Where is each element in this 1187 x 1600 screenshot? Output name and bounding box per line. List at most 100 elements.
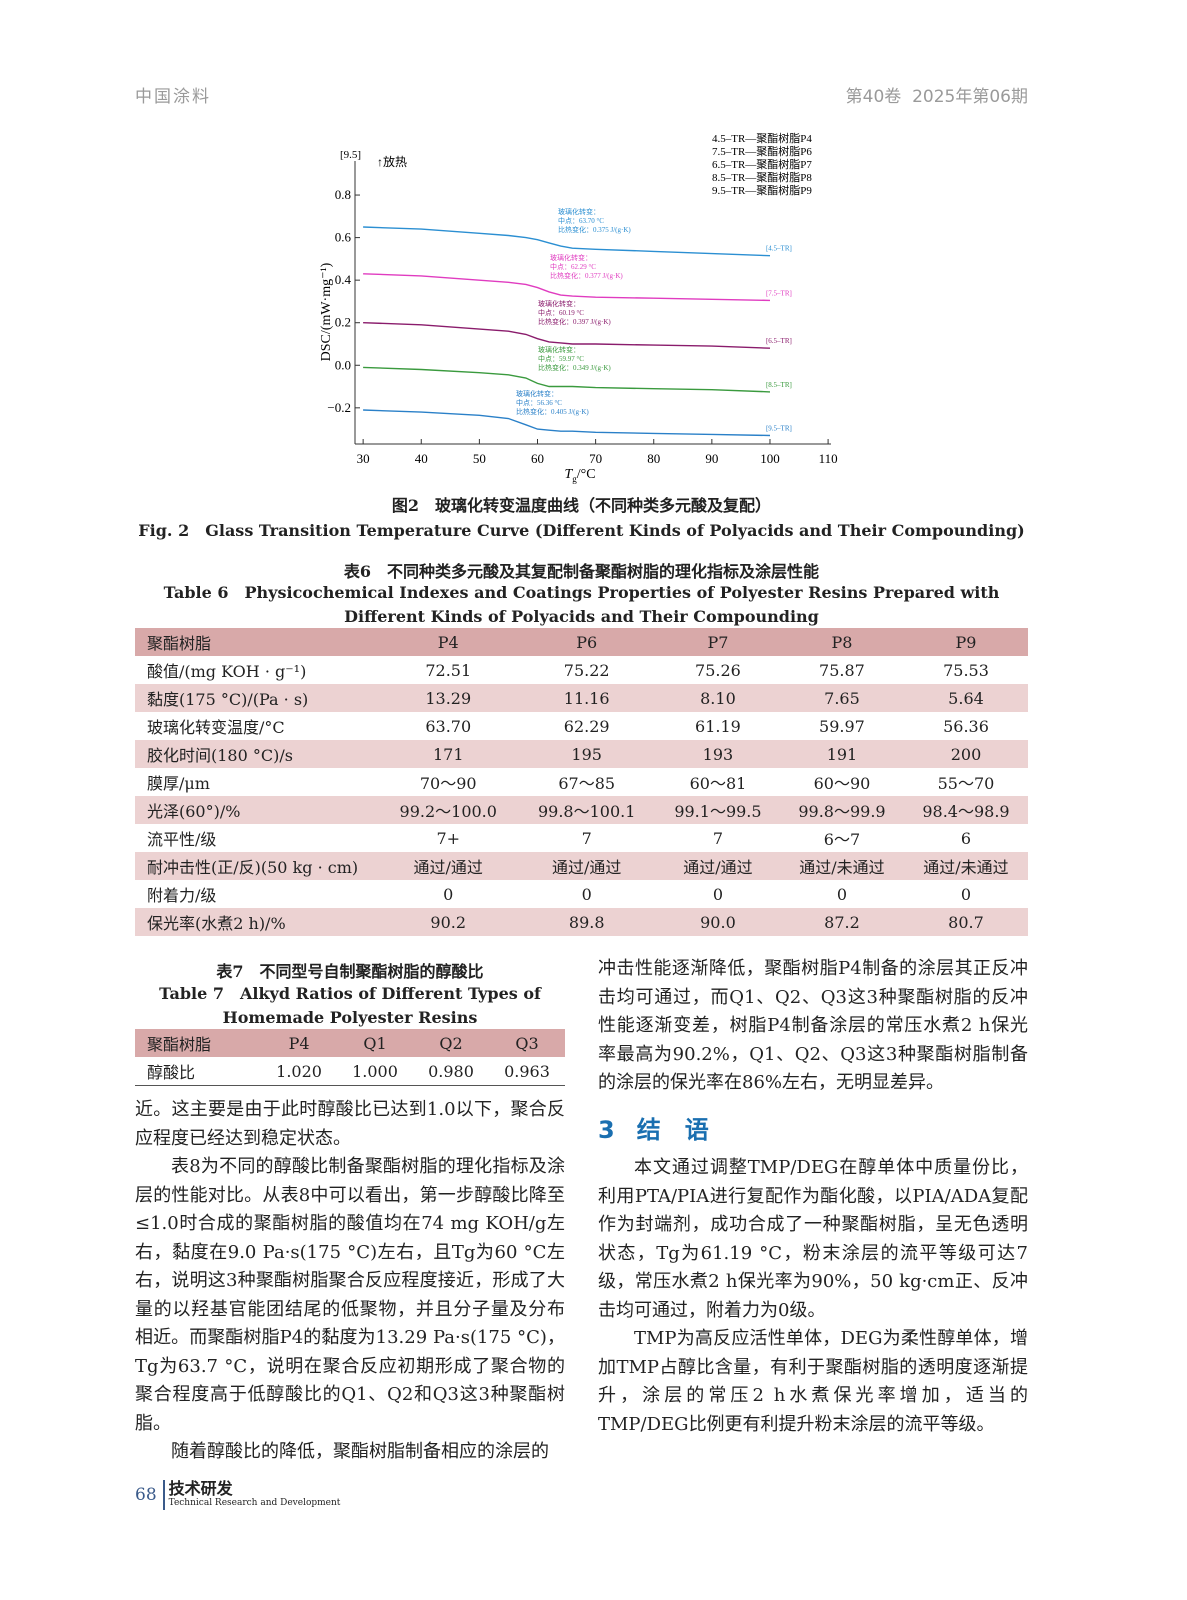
y-direction: ↑放热 — [377, 154, 407, 169]
table-cell: 80.7 — [903, 908, 1028, 936]
x-tick-label: 80 — [647, 451, 660, 466]
paragraph: 表8为不同的醇酸比制备聚酯树脂的理化指标及涂层的性能对比。从表8中可以看出，第一… — [135, 1156, 565, 1434]
table-cell: 通过/通过 — [655, 852, 780, 880]
table-cell: 通过/未通过 — [903, 852, 1028, 880]
annotation: 中点：59.97 °C — [538, 354, 584, 363]
end-label: [6.5–TR] — [766, 337, 792, 345]
table-cell: 通过/通过 — [517, 852, 656, 880]
x-tick-label: 60 — [531, 451, 544, 466]
table-row: 醇酸比 1.020 1.000 0.980 0.963 — [135, 1057, 565, 1086]
table-cell: 0 — [836, 884, 848, 904]
issue: 2025年第06期 — [912, 87, 1028, 107]
x-tick-label: 40 — [415, 451, 428, 466]
table7: 聚酯树脂 P4 Q1 Q2 Q3 醇酸比 1.020 1.000 0.980 0.963 — [135, 1029, 565, 1086]
table-row: 膜厚/μm 70～90 67～85 60～81 60～90 55～70 — [135, 768, 1028, 796]
annotation: 比热变化：0.377 J/(g·K) — [550, 271, 623, 280]
table-cell: 55～70 — [937, 774, 995, 793]
table-cell: 67～85 — [558, 774, 616, 793]
x-label-subscript: g — [572, 474, 577, 484]
footer-section: 技术研发 Technical Research and Development — [162, 1479, 341, 1510]
header-cell: P9 — [903, 628, 1028, 656]
table-cell: 191 — [779, 740, 904, 768]
right-column: 冲击性能逐渐降低，聚酯树脂P4制备的涂层其正反冲击均可通过，而Q1、Q2、Q3这… — [598, 955, 1028, 1439]
table-cell: 黏度(175 °C)/(Pa · s) — [135, 684, 379, 712]
table-cell: 0 — [581, 884, 592, 904]
table-cell: 13.29 — [379, 684, 518, 712]
table-cell: 75.87 — [819, 660, 865, 680]
table-row: 玻璃化转变温度/°C 63.70 62.29 61.19 59.97 56.36 — [135, 712, 1028, 740]
annotation: 玻璃化转变： — [538, 345, 580, 354]
table-cell: 72.51 — [425, 660, 472, 680]
table-cell: 62.29 — [563, 716, 610, 736]
table-cell: 193 — [655, 740, 780, 768]
table-cell: 90.2 — [379, 908, 518, 936]
table-cell: 6～7 — [823, 830, 861, 849]
annotation: 中点：56.36 °C — [516, 398, 562, 407]
table6: 聚酯树脂 P4 P6 P7 P8 P9 酸值/(mg KOH · g⁻¹) 72.51 75.2… — [135, 628, 1028, 936]
table-cell: 0.963 — [504, 1061, 550, 1081]
table-cell: 200 — [903, 740, 1028, 768]
header-cell: 聚酯树脂 — [135, 628, 379, 656]
chart: ↑放热 [9.5] DSC/(mW·mg⁻¹) Tg/°C −0.2 0.0 0.2… — [319, 131, 838, 484]
left-column: 近。这主要是由于此时醇酸比已达到1.0以下，聚合反应程度已经达到稳定状态。表8为… — [135, 1096, 565, 1467]
table-cell: 60～81 — [689, 774, 747, 793]
annotation: 比热变化：0.375 J/(g·K) — [558, 225, 631, 234]
legend-entry: 4.5–TR—聚酯树脂P4 — [712, 131, 812, 145]
table-cell: 1.020 — [276, 1061, 322, 1081]
table6-caption-cn: 表6 不同种类多元酸及其复配制备聚酯树脂的理化指标及涂层性能 — [343, 562, 820, 581]
table-cell: 7 — [712, 828, 724, 848]
paragraph: 本文通过调整TMP/DEG在醇单体中质量份比，利用PTA/PIA进行复配作为酯化… — [598, 1157, 1028, 1321]
header-cell: 聚酯树脂 — [135, 1029, 262, 1057]
table-cell: 99.8～100.1 — [517, 796, 656, 824]
annotation: 中点：62.29 °C — [550, 262, 596, 271]
table-cell: 87.2 — [779, 908, 904, 936]
y-axis-label: DSC/(mW·mg⁻¹) — [319, 262, 334, 361]
paragraph: 近。这主要是由于此时醇酸比已达到1.0以下，聚合反应程度已经达到稳定状态。 — [135, 1099, 565, 1149]
end-label: [4.5–TR] — [766, 245, 792, 253]
header-row: 聚酯树脂 P4 P6 P7 P8 P9 — [135, 628, 1028, 656]
y-tick-label: −0.2 — [327, 400, 351, 415]
table-cell: 99.1～99.5 — [655, 796, 780, 824]
table-cell: 光泽(60°)/% — [135, 796, 379, 824]
table-row: 流平性/级 7+ 7 7 6～7 6 — [135, 824, 1028, 852]
figure-caption-en: Fig. 2 Glass Transition Temperature Curv… — [138, 521, 1025, 540]
table-cell: 171 — [379, 740, 518, 768]
annotation: 中点：60.19 °C — [538, 308, 584, 317]
section-cn: 技术研发 — [168, 1479, 233, 1498]
y-tick-label: 0.0 — [335, 357, 351, 372]
y-tick-label: 0.6 — [335, 230, 352, 245]
x-tick-label: 50 — [473, 451, 486, 466]
table-row: 耐冲击性(正/反)(50 kg · cm) 通过/通过 通过/通过 通过/通过 通过/未… — [135, 852, 1028, 880]
table-cell: 耐冲击性(正/反)(50 kg · cm) — [135, 852, 379, 880]
table-cell: 0 — [443, 884, 454, 904]
y-top-label: [9.5] — [340, 149, 361, 161]
table-cell: 1.000 — [352, 1061, 398, 1081]
table-row: 附着力/级 0 0 0 0 0 — [135, 880, 1028, 908]
section-title: 结 语 — [636, 1115, 709, 1144]
table-cell: 7.65 — [779, 684, 904, 712]
section-number: 3 — [598, 1115, 615, 1144]
table-cell: 99.8～99.9 — [779, 796, 904, 824]
paragraph: 随着醇酸比的降低，聚酯树脂制备相应的涂层的 — [171, 1441, 549, 1462]
legend-entry: 8.5–TR—聚酯树脂P8 — [712, 170, 812, 184]
data-line — [363, 273, 771, 302]
section-en: Technical Research and Development — [168, 1498, 341, 1508]
header-cell: P7 — [655, 628, 780, 656]
header-cell: P6 — [517, 628, 656, 656]
table-cell: 59.97 — [819, 716, 865, 736]
table6-caption-en: Table 6 Physicochemical Indexes and Coat… — [163, 583, 1000, 626]
annotation: 中点：63.70 °C — [558, 216, 604, 225]
x-tick-label: 110 — [819, 451, 838, 466]
table-cell: 附着力/级 — [147, 886, 217, 905]
header-cell: P8 — [779, 628, 904, 656]
table-cell: 70～90 — [419, 774, 477, 793]
table-cell: 99.2～100.0 — [379, 796, 518, 824]
end-label: [7.5–TR] — [766, 289, 792, 297]
table-cell: 5.64 — [903, 684, 1028, 712]
page-number: 68 — [135, 1485, 157, 1505]
annotation: 玻璃化转变： — [516, 389, 558, 398]
table-cell: 56.36 — [943, 716, 989, 736]
end-label: [8.5–TR] — [766, 381, 792, 389]
x-axis-label: Tg/°C — [564, 467, 595, 484]
table-cell: 流平性/级 — [147, 830, 217, 849]
